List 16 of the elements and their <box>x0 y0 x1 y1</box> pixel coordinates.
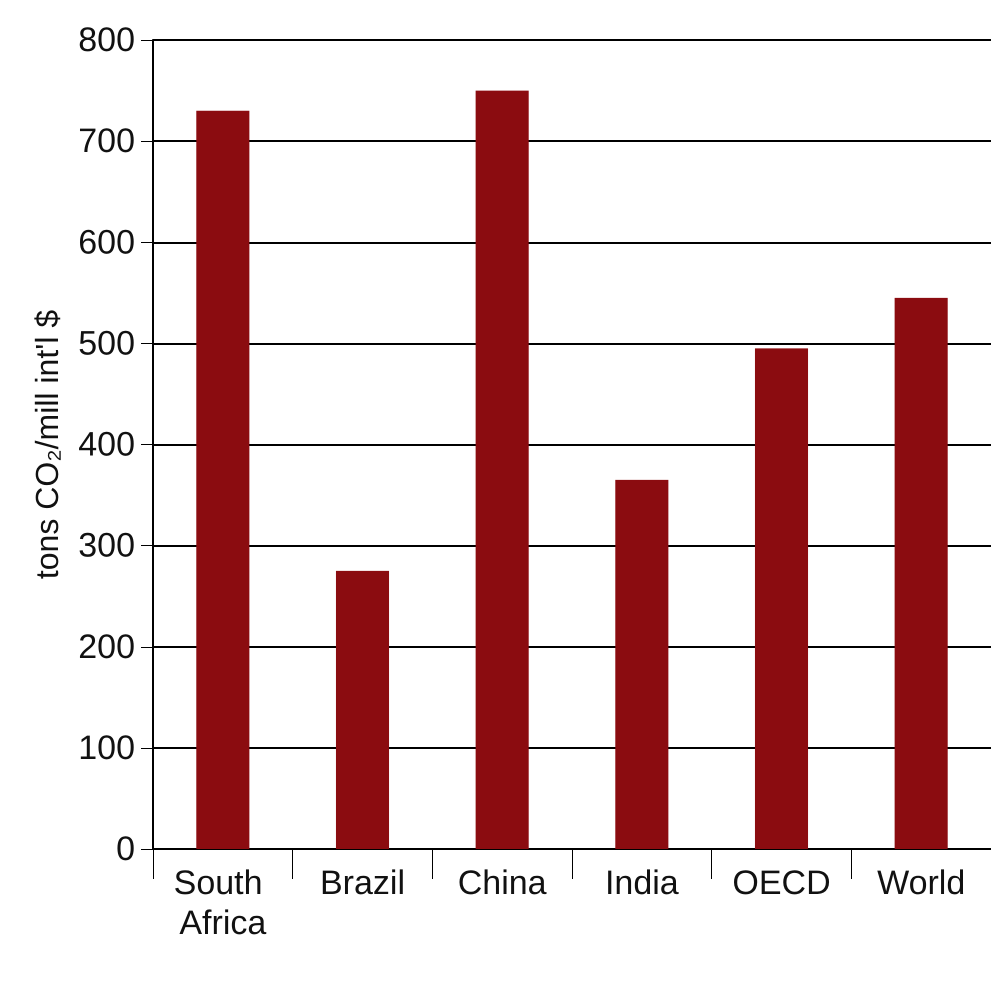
y-tick-label: 700 <box>78 122 135 160</box>
x-tick-label: OECD <box>732 864 831 902</box>
y-axis-title: tons CO₂/mill int'l $ <box>29 310 65 580</box>
x-tick-label: South Africa <box>174 864 272 942</box>
y-tick-label: 500 <box>78 324 135 362</box>
y-tick-label: 400 <box>78 426 135 464</box>
y-tick-label: 300 <box>78 526 135 565</box>
y-tick-label: 800 <box>78 21 135 59</box>
y-tick-label: 600 <box>78 223 135 262</box>
x-tick-label: World <box>877 864 966 902</box>
y-tick-label: 0 <box>116 830 135 868</box>
y-tick-label: 200 <box>78 628 135 666</box>
x-tick-label: China <box>458 864 547 902</box>
x-tick-label: India <box>604 864 679 902</box>
x-tick-label: Brazil <box>320 864 406 902</box>
y-tick-label: 100 <box>78 728 135 767</box>
